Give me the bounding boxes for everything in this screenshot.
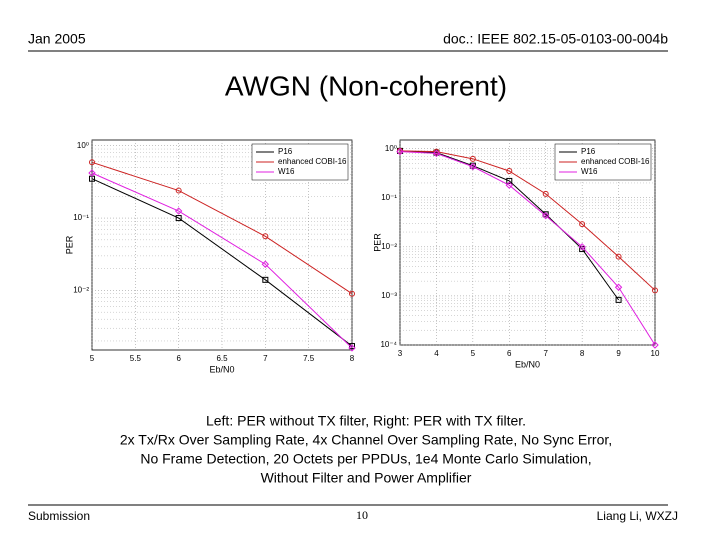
x-tick-label: 4 — [434, 349, 439, 358]
marker — [396, 147, 404, 156]
y-tick-label: 10⁻¹ — [73, 213, 89, 222]
y-tick-label: 10⁻⁴ — [380, 340, 397, 349]
header-date: Jan 2005 — [28, 31, 86, 47]
marker — [89, 159, 95, 166]
marker — [506, 177, 513, 184]
slide-title: AWGN (Non-coherent) — [225, 70, 507, 101]
y-axis-label: PER — [64, 235, 74, 254]
page-number: 10 — [356, 508, 368, 522]
marker — [175, 187, 182, 194]
caption-line: 2x Tx/Rx Over Sampling Rate, 4x Channel … — [120, 432, 612, 448]
x-tick-label: 3 — [398, 349, 403, 358]
y-tick-label: 10⁻³ — [381, 291, 397, 300]
series-line — [91, 172, 353, 349]
y-tick-label: 10⁻² — [73, 286, 89, 295]
marker — [614, 283, 623, 291]
marker — [542, 211, 549, 218]
marker — [615, 253, 622, 260]
marker — [542, 190, 549, 197]
marker — [652, 287, 658, 294]
y-tick-label: 10⁻¹ — [381, 193, 397, 202]
legend-label: P16 — [278, 147, 293, 156]
series-line — [399, 151, 656, 346]
x-tick-label: 6 — [176, 354, 181, 363]
caption-line: No Frame Detection, 20 Octets per PPDUs,… — [140, 451, 591, 467]
legend-label: enhanced COBI-16 — [278, 157, 347, 166]
series-line — [399, 150, 656, 291]
marker — [469, 162, 477, 171]
marker — [349, 290, 355, 297]
series-line — [91, 178, 353, 347]
footer-left: Submission — [28, 509, 90, 523]
marker — [578, 243, 586, 251]
legend-label: enhanced COBI-16 — [581, 157, 650, 166]
x-tick-label: 9 — [616, 349, 621, 358]
x-tick-label: 5 — [90, 354, 95, 363]
y-tick-label: 10⁰ — [385, 144, 397, 153]
marker — [262, 233, 269, 240]
marker — [433, 148, 440, 155]
y-tick-label: 10⁻² — [381, 242, 397, 251]
x-tick-label: 7 — [543, 349, 548, 358]
marker — [88, 169, 96, 177]
x-tick-label: 6 — [507, 349, 512, 358]
caption-line: Left: PER without TX filter, Right: PER … — [206, 413, 526, 429]
x-tick-label: 8 — [580, 349, 585, 358]
x-tick-label: 5 — [471, 349, 476, 358]
x-tick-label: 6.5 — [216, 354, 228, 363]
marker — [506, 168, 513, 175]
x-tick-label: 5.5 — [130, 354, 142, 363]
marker — [542, 212, 550, 220]
marker — [262, 276, 269, 283]
marker — [579, 221, 586, 228]
marker — [651, 341, 659, 349]
caption-line: Without Filter and Power Amplifier — [261, 470, 472, 486]
series-line — [399, 150, 619, 301]
x-tick-label: 10 — [651, 349, 660, 358]
marker — [505, 181, 513, 189]
marker — [261, 260, 270, 268]
marker — [174, 207, 183, 215]
marker — [615, 296, 622, 303]
marker — [348, 344, 356, 352]
legend-label: P16 — [581, 147, 596, 156]
marker — [432, 149, 441, 158]
series-line — [91, 161, 353, 295]
x-axis-label: Eb/N0 — [209, 364, 234, 374]
x-tick-label: 7.5 — [303, 354, 315, 363]
x-tick-label: 7 — [263, 354, 268, 363]
marker — [175, 215, 182, 222]
x-tick-label: 8 — [350, 354, 355, 363]
marker — [469, 155, 476, 162]
x-axis-label: Eb/N0 — [515, 359, 540, 369]
y-axis-label: PER — [372, 233, 382, 252]
footer-right: Liang Li, WXZJ — [597, 509, 678, 523]
header-doc: doc.: IEEE 802.15-05-0103-00-004b — [443, 31, 668, 47]
legend-label: W16 — [278, 167, 295, 176]
legend-label: W16 — [581, 167, 598, 176]
y-tick-label: 10⁰ — [77, 141, 89, 150]
